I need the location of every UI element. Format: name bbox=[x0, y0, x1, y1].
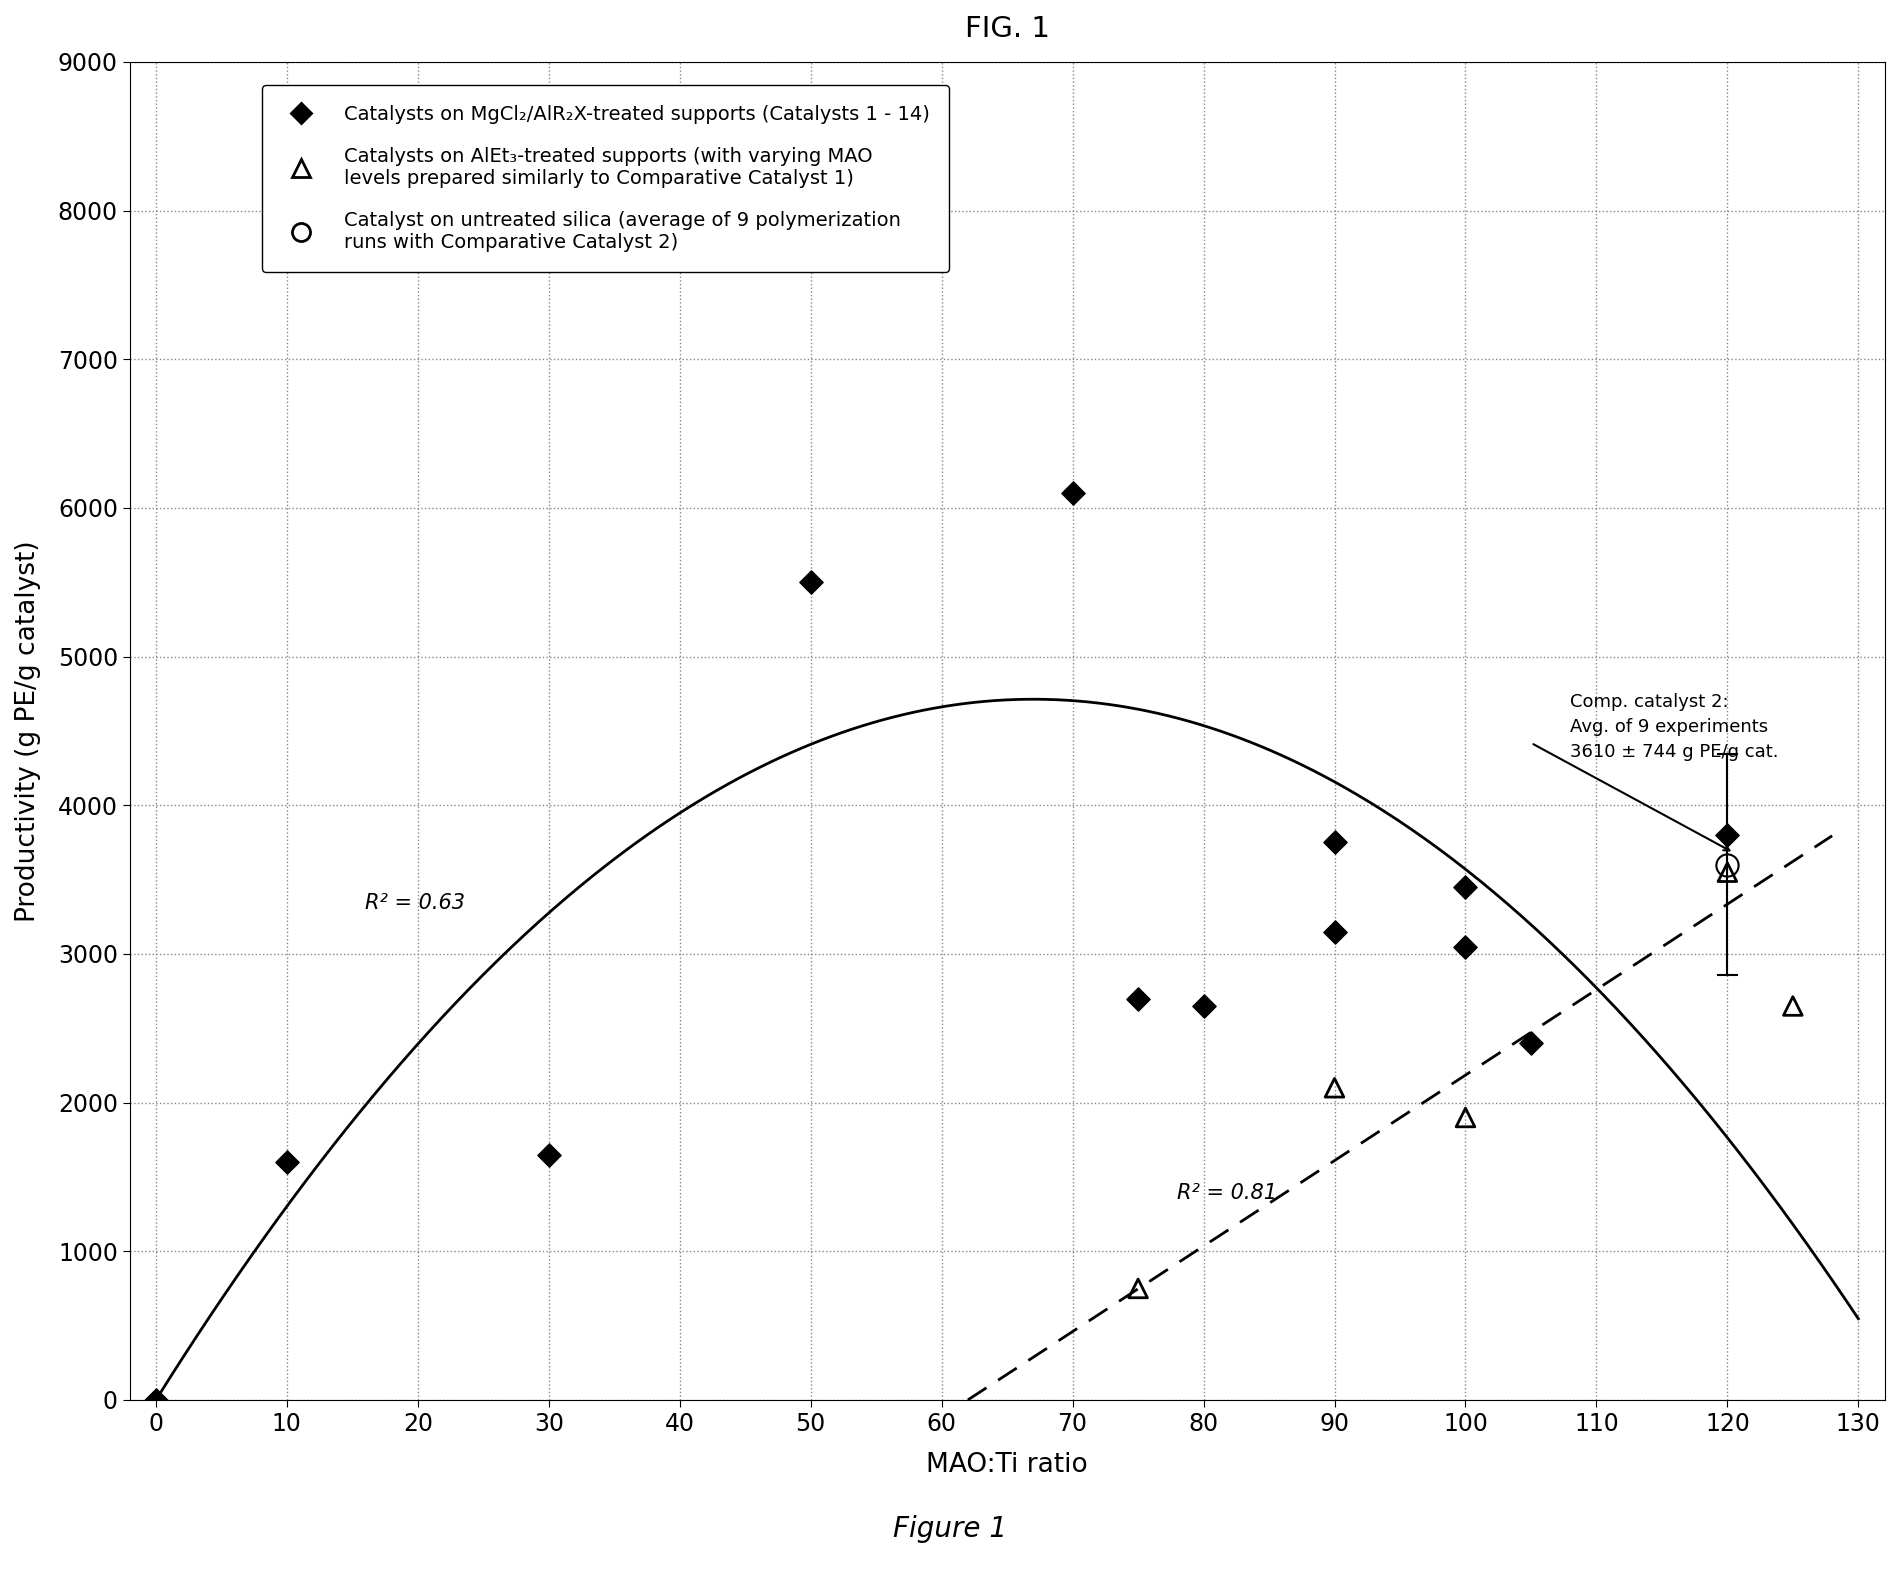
Point bbox=[1516, 1031, 1547, 1056]
Point bbox=[796, 569, 826, 594]
Text: Comp. catalyst 2:
Avg. of 9 experiments
3610 ± 744 g PE/g cat.: Comp. catalyst 2: Avg. of 9 experiments … bbox=[1569, 693, 1778, 761]
Point bbox=[1778, 994, 1809, 1019]
Point bbox=[1450, 1105, 1480, 1130]
Legend: Catalysts on MgCl₂/AlR₂X-treated supports (Catalysts 1 - 14), Catalysts on AlEt₃: Catalysts on MgCl₂/AlR₂X-treated support… bbox=[262, 85, 950, 272]
Point bbox=[141, 1388, 171, 1413]
Point bbox=[1712, 860, 1742, 885]
X-axis label: MAO:Ti ratio: MAO:Ti ratio bbox=[927, 1453, 1089, 1478]
Text: R² = 0.63: R² = 0.63 bbox=[365, 893, 466, 913]
Title: FIG. 1: FIG. 1 bbox=[965, 16, 1049, 42]
Point bbox=[1058, 481, 1089, 506]
Point bbox=[1123, 1276, 1153, 1302]
Text: Figure 1: Figure 1 bbox=[893, 1515, 1007, 1544]
Point bbox=[534, 1143, 564, 1168]
Point bbox=[1319, 1075, 1349, 1100]
Point bbox=[272, 1149, 302, 1174]
Y-axis label: Productivity (g PE/g catalyst): Productivity (g PE/g catalyst) bbox=[15, 541, 42, 921]
Point bbox=[1319, 920, 1349, 945]
Point bbox=[1450, 874, 1480, 899]
Point bbox=[1319, 830, 1349, 855]
Point bbox=[1712, 822, 1742, 847]
Point bbox=[1450, 934, 1480, 959]
Point bbox=[1123, 986, 1153, 1011]
Text: R² = 0.81: R² = 0.81 bbox=[1178, 1184, 1277, 1203]
Point bbox=[1188, 994, 1218, 1019]
